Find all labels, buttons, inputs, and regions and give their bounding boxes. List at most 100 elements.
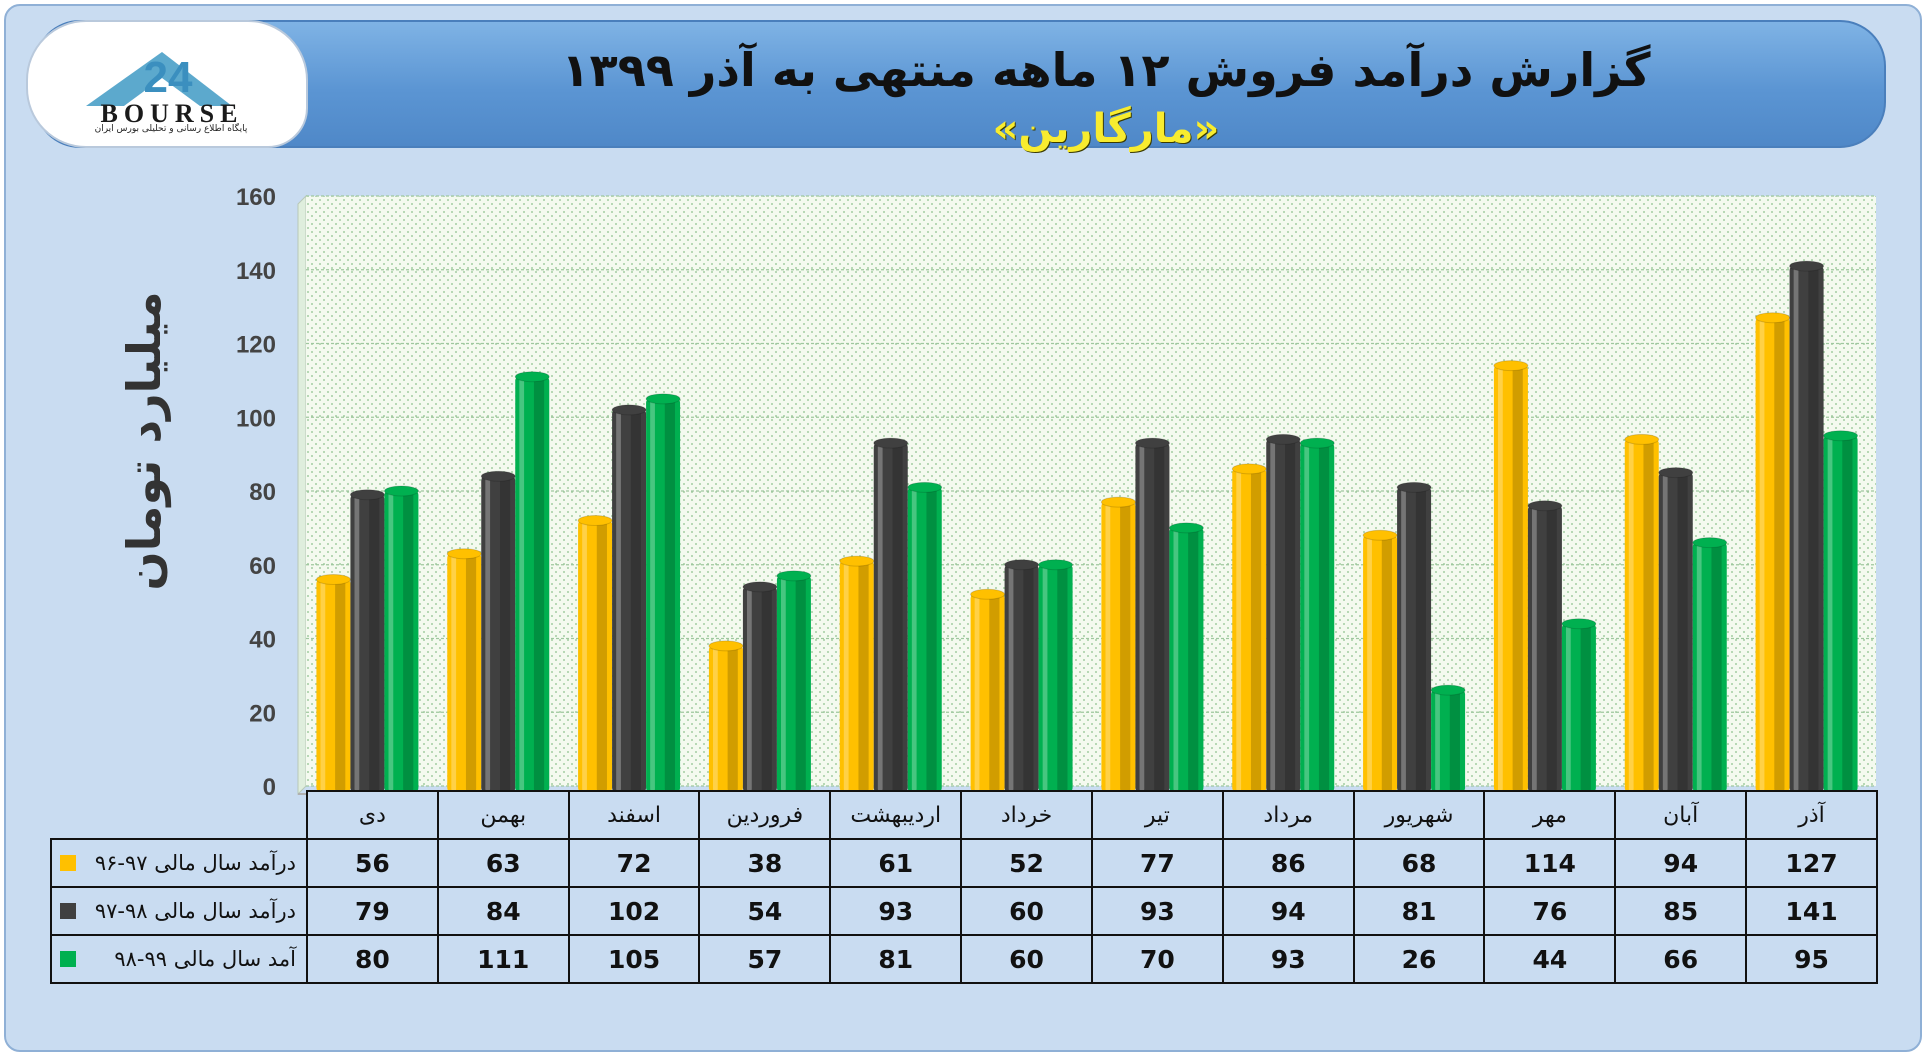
bar-cap (611, 404, 647, 416)
bar-highlight (388, 491, 394, 792)
data-label: 68 (1352, 838, 1486, 888)
bar-shade (630, 409, 641, 792)
bar (1823, 435, 1858, 792)
bar-highlight (1435, 690, 1440, 792)
table-row: آمد سال مالی ۹۹-۹۸ 80 111 105 57 81 60 70 93 26 44… (50, 934, 1878, 984)
data-label: 52 (960, 838, 1093, 888)
data-label: 61 (829, 838, 963, 888)
data-label: 80 (306, 934, 439, 984)
bar (646, 398, 681, 792)
bar (1397, 487, 1432, 792)
bar-shade (369, 494, 380, 792)
data-label: 79 (306, 886, 439, 936)
bar-cap (1396, 481, 1432, 493)
bar (578, 520, 613, 792)
data-label: 102 (567, 886, 701, 936)
bar-cap (1789, 260, 1825, 272)
legend-label: درآمد سال مالی ۹۸-۹۷ (94, 899, 296, 923)
y-tick-label: 160 (236, 184, 276, 211)
bar-highlight (1173, 527, 1179, 792)
bar (1493, 365, 1528, 792)
bar-shade (499, 476, 511, 792)
data-label: 81 (1352, 886, 1486, 936)
x-tick-label: شهریور (1352, 790, 1486, 840)
bar-cap (645, 393, 681, 405)
data-label: 60 (960, 886, 1093, 936)
data-label: 57 (698, 934, 832, 984)
data-label: 94 (1614, 838, 1748, 888)
data-table: دی بهمن اسفند فروردین اردیبهشت خرداد تیر مرداد ش… (50, 790, 1878, 984)
bar (1658, 472, 1693, 792)
data-label: 70 (1090, 934, 1224, 984)
x-tick-label: اسفند (567, 790, 701, 840)
bar-cap (1299, 437, 1335, 449)
data-label: 114 (1483, 838, 1617, 888)
x-tick-label: خرداد (960, 790, 1093, 840)
bar-highlight (780, 575, 786, 792)
bar (1266, 439, 1301, 792)
bar (873, 443, 908, 792)
bar (1169, 527, 1204, 792)
bar-shade (1154, 443, 1165, 792)
bar-shade (1250, 468, 1262, 792)
bar-shade (926, 487, 937, 792)
logo-icon: 24 BOURSE (86, 52, 237, 128)
bar-highlight (1565, 623, 1571, 792)
legend-swatch (60, 855, 76, 871)
bar-highlight (1367, 535, 1372, 792)
bar-highlight (843, 561, 849, 792)
data-label: 63 (436, 838, 570, 888)
bar-highlight (1497, 365, 1503, 792)
bar-cap (742, 581, 778, 593)
data-label: 72 (567, 838, 701, 888)
bar-highlight (1401, 487, 1406, 792)
data-label: 60 (960, 934, 1093, 984)
bar (708, 645, 743, 792)
bar-shade (1842, 435, 1853, 792)
y-tick-label: 40 (249, 627, 276, 654)
bar (839, 561, 874, 792)
bar-highlight (650, 398, 655, 792)
legend-swatch (60, 903, 76, 919)
bar-cap (1430, 684, 1466, 696)
bar-highlight (1105, 502, 1111, 792)
legend-entry: آمد سال مالی ۹۹-۹۸ (50, 934, 308, 984)
bar-shade (1057, 564, 1068, 792)
bar (1755, 317, 1790, 792)
bar-highlight (1139, 443, 1145, 792)
bar-highlight (1759, 317, 1765, 792)
bar-cap (480, 470, 516, 482)
bar-highlight (1236, 468, 1242, 792)
bar-shade (1318, 443, 1330, 792)
bar-shade (1415, 487, 1426, 792)
bar-shade (1188, 527, 1199, 792)
report-frame: گزارش درآمد فروش ۱۲ ماهه منتهی به آذر ۱۳… (4, 4, 1922, 1052)
legend-entry: درآمد سال مالی ۹۷-۹۶ (50, 838, 308, 888)
data-label: 111 (436, 934, 570, 984)
bar-highlight (1696, 542, 1702, 792)
bar (1038, 564, 1073, 792)
table-row: درآمد سال مالی ۹۸-۹۷ 79 84 102 54 93 60 93 94 81 7… (50, 886, 1878, 936)
bar (776, 575, 811, 792)
bar-cap (1362, 529, 1398, 541)
bar-cap (776, 570, 812, 582)
bar (1527, 505, 1562, 792)
bar-cap (1100, 496, 1136, 508)
bar (970, 594, 1005, 792)
data-label: 66 (1614, 934, 1748, 984)
bar-cap (577, 515, 613, 526)
legend-entry: درآمد سال مالی ۹۸-۹۷ (50, 886, 308, 936)
y-tick-label: 140 (236, 258, 276, 285)
bar-highlight (1628, 439, 1634, 792)
x-tick-label: فروردین (698, 790, 832, 840)
bar-cap (1231, 463, 1267, 475)
bar-shade (664, 398, 675, 792)
data-label: 81 (829, 934, 963, 984)
bar-cap (1561, 618, 1597, 630)
y-tick-label: 120 (236, 332, 276, 359)
bar-shade (1580, 623, 1591, 792)
bar-shade (795, 575, 806, 792)
bar-highlight (1270, 439, 1276, 792)
plot-side-wall (297, 194, 307, 796)
data-label: 54 (698, 886, 832, 936)
